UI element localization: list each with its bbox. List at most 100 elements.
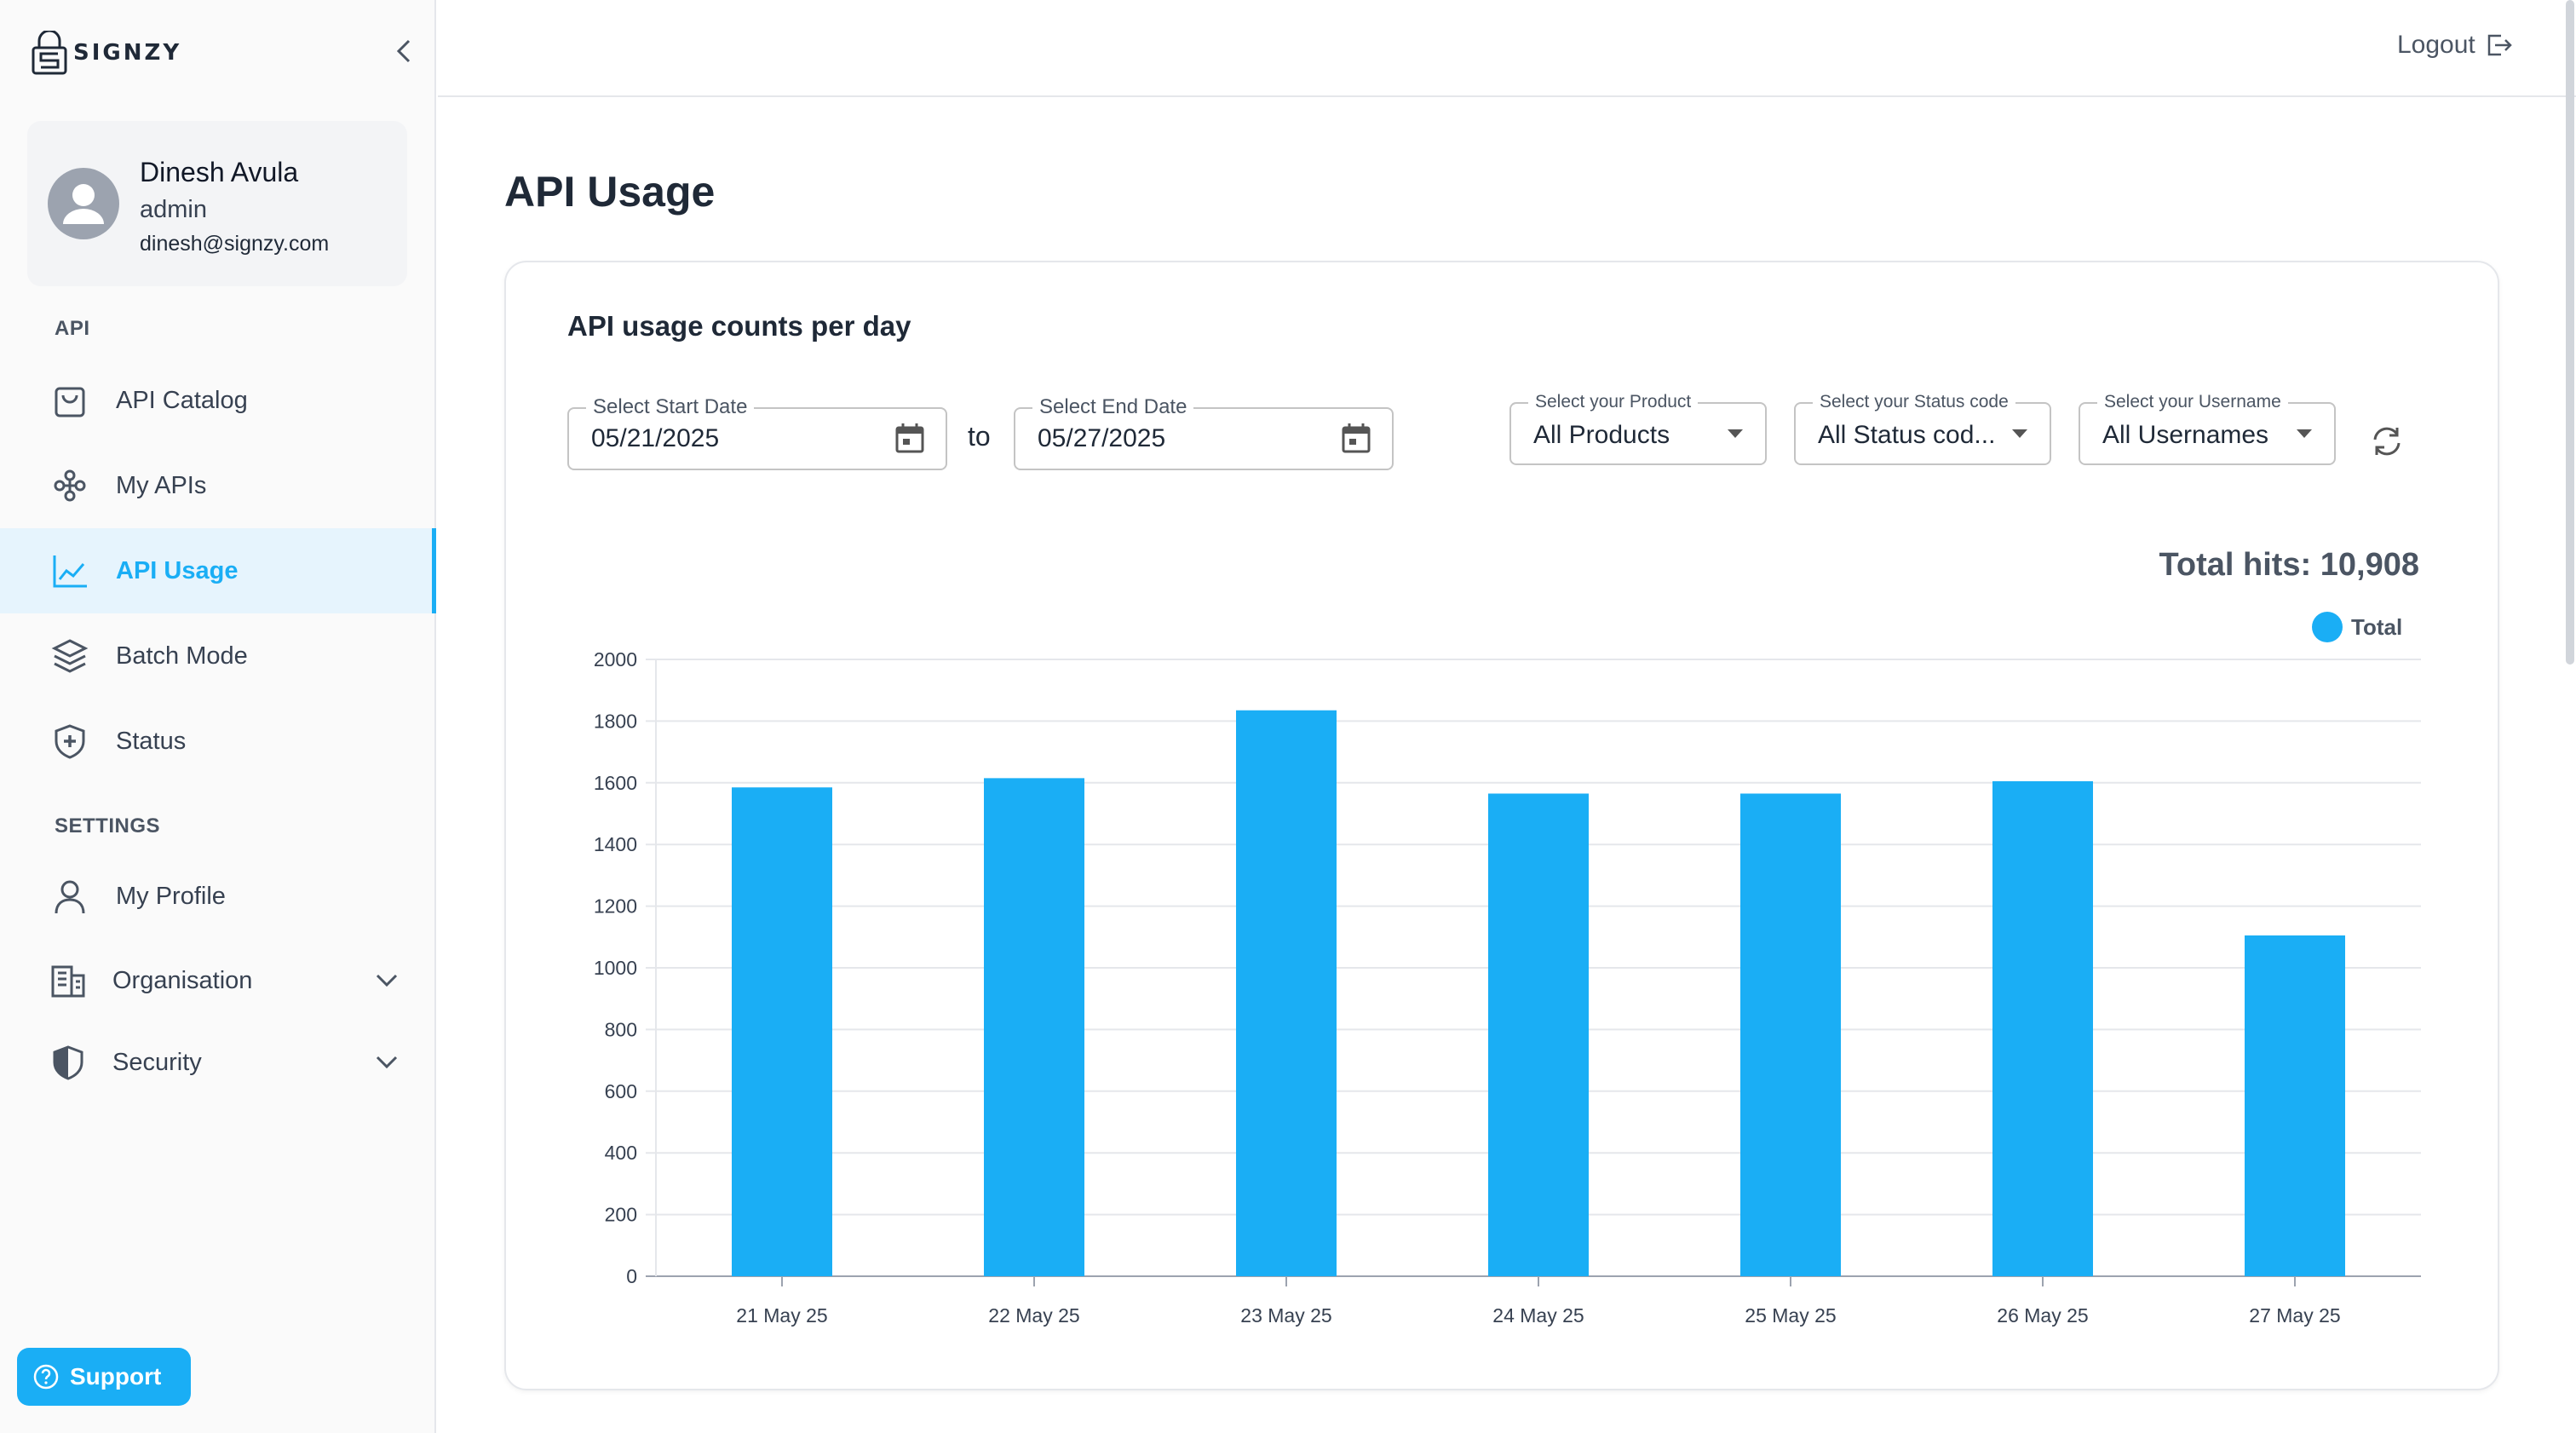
shield-plus-icon (49, 721, 90, 762)
username-select[interactable]: Select your Username All Usernames (2079, 392, 2336, 465)
bar[interactable] (2245, 935, 2345, 1276)
page-scrollbar[interactable] (2566, 0, 2574, 665)
section-label-settings: SETTINGS (55, 814, 161, 837)
user-name: Dinesh Avula (140, 157, 299, 187)
api-nodes-icon (49, 465, 90, 506)
end-date-field[interactable]: Select End Date 05/27/2025 (1014, 395, 1394, 470)
y-tick-label: 200 (605, 1204, 637, 1226)
logout-button[interactable]: Logout (2397, 31, 2513, 60)
start-date-value: 05/21/2025 (591, 424, 720, 452)
caret-down-icon (2297, 429, 2312, 438)
y-tick-label: 1000 (594, 957, 637, 979)
bar[interactable] (1488, 793, 1589, 1276)
sidebar-item-my-profile[interactable]: My Profile (0, 854, 436, 939)
total-hits: Total hits: 10,908 (2159, 547, 2419, 583)
status-code-select-label: Select your Status code (1813, 392, 2015, 412)
username-select-label: Select your Username (2097, 392, 2288, 412)
sidebar-item-label: Batch Mode (116, 642, 248, 670)
usage-card: API usage counts per day Select Start Da… (504, 261, 2499, 1390)
sidebar-item-security[interactable]: Security (0, 1020, 436, 1105)
support-button[interactable]: Support (17, 1348, 191, 1406)
usage-bar-chart: 0 200 400 600 800 1000 1200 1400 1600 1800 2000 21 … (594, 648, 2421, 1327)
building-icon (48, 960, 89, 1001)
sidebar-item-label: Security (112, 1048, 202, 1076)
bar[interactable] (1236, 710, 1337, 1276)
sidebar-item-status[interactable]: Status (0, 699, 436, 784)
refresh-button[interactable] (2363, 417, 2411, 465)
chart-line-icon (49, 550, 90, 591)
sidebar-item-api-usage[interactable]: API Usage (0, 528, 436, 613)
username-select-value: All Usernames (2102, 421, 2269, 449)
y-tick-label: 0 (626, 1265, 637, 1287)
sidebar-item-label: API Catalog (116, 386, 248, 414)
page-title: API Usage (504, 168, 716, 216)
bar[interactable] (984, 778, 1084, 1276)
product-select[interactable]: Select your Product All Products (1509, 392, 1767, 465)
y-tick-label: 1600 (594, 772, 637, 794)
status-code-select[interactable]: Select your Status code All Status cod..… (1794, 392, 2051, 465)
end-date-value: 05/27/2025 (1038, 424, 1166, 452)
sidebar-item-my-apis[interactable]: My APIs (0, 443, 436, 528)
user-card: Dinesh Avula admin dinesh@signzy.com (27, 121, 407, 286)
sidebar-item-batch-mode[interactable]: Batch Mode (0, 613, 436, 699)
y-tick-label: 2000 (594, 648, 637, 670)
top-bar: Logout (438, 0, 2576, 97)
section-label-api: API (55, 317, 90, 340)
x-tick-label: 21 May 25 (736, 1304, 827, 1327)
signzy-lock-icon (32, 31, 67, 75)
chart-legend-total[interactable]: Total (2312, 612, 2402, 642)
y-tick-label: 800 (605, 1018, 637, 1040)
calendar-icon[interactable] (891, 419, 929, 457)
chevron-down-icon[interactable] (371, 965, 402, 996)
calendar-icon[interactable] (1337, 419, 1375, 457)
user-icon (49, 876, 90, 917)
bar[interactable] (1992, 780, 2093, 1276)
help-circle-icon (33, 1364, 59, 1390)
date-range-separator: to (968, 421, 991, 452)
legend-label: Total (2351, 613, 2403, 640)
collapse-sidebar-button[interactable] (388, 36, 419, 66)
logo-text: SIGNZY (73, 40, 182, 66)
signzy-logo[interactable]: SIGNZY (31, 31, 181, 75)
status-code-select-value: All Status cod... (1818, 421, 1996, 449)
x-tick-label: 27 May 25 (2249, 1304, 2340, 1327)
logout-icon (2487, 34, 2512, 56)
y-tick-label: 1400 (594, 833, 637, 855)
y-tick-label: 1800 (594, 710, 637, 732)
shopping-bag-icon (49, 380, 90, 421)
user-role: admin (140, 196, 207, 223)
sidebar-item-label: Status (116, 727, 187, 755)
x-tick-label: 24 May 25 (1492, 1304, 1584, 1327)
shield-half-icon (48, 1042, 89, 1083)
product-select-label: Select your Product (1528, 392, 1699, 412)
x-tick-label: 23 May 25 (1240, 1304, 1331, 1327)
end-date-label: Select End Date (1032, 395, 1194, 419)
caret-down-icon (1728, 429, 1743, 438)
y-tick-label: 1200 (594, 895, 637, 918)
x-tick-label: 25 May 25 (1745, 1304, 1836, 1327)
layers-icon (49, 636, 90, 676)
sidebar-item-label: My APIs (116, 471, 207, 499)
card-title: API usage counts per day (567, 310, 911, 342)
chevron-left-icon (396, 39, 411, 63)
legend-swatch (2312, 612, 2343, 642)
sidebar-item-label: My Profile (116, 882, 226, 910)
sidebar-item-api-catalog[interactable]: API Catalog (0, 358, 436, 443)
sidebar-item-label: API Usage (116, 556, 239, 584)
sidebar: SIGNZY Dinesh Avula admin dinesh@signzy.… (0, 0, 436, 1433)
user-email: dinesh@signzy.com (140, 232, 330, 256)
product-select-value: All Products (1533, 421, 1670, 449)
sidebar-item-organisation[interactable]: Organisation (0, 938, 436, 1023)
x-tick-label: 22 May 25 (988, 1304, 1079, 1327)
y-tick-label: 400 (605, 1142, 637, 1164)
start-date-field[interactable]: Select Start Date 05/21/2025 (567, 395, 947, 470)
logout-label: Logout (2397, 31, 2475, 59)
x-tick-label: 26 May 25 (1997, 1304, 2088, 1327)
chevron-down-icon[interactable] (371, 1047, 402, 1078)
start-date-label: Select Start Date (586, 395, 755, 419)
sidebar-item-label: Organisation (112, 966, 253, 994)
y-tick-label: 600 (605, 1080, 637, 1102)
avatar-icon (48, 168, 119, 239)
bar[interactable] (1740, 793, 1841, 1276)
bar[interactable] (732, 787, 832, 1276)
